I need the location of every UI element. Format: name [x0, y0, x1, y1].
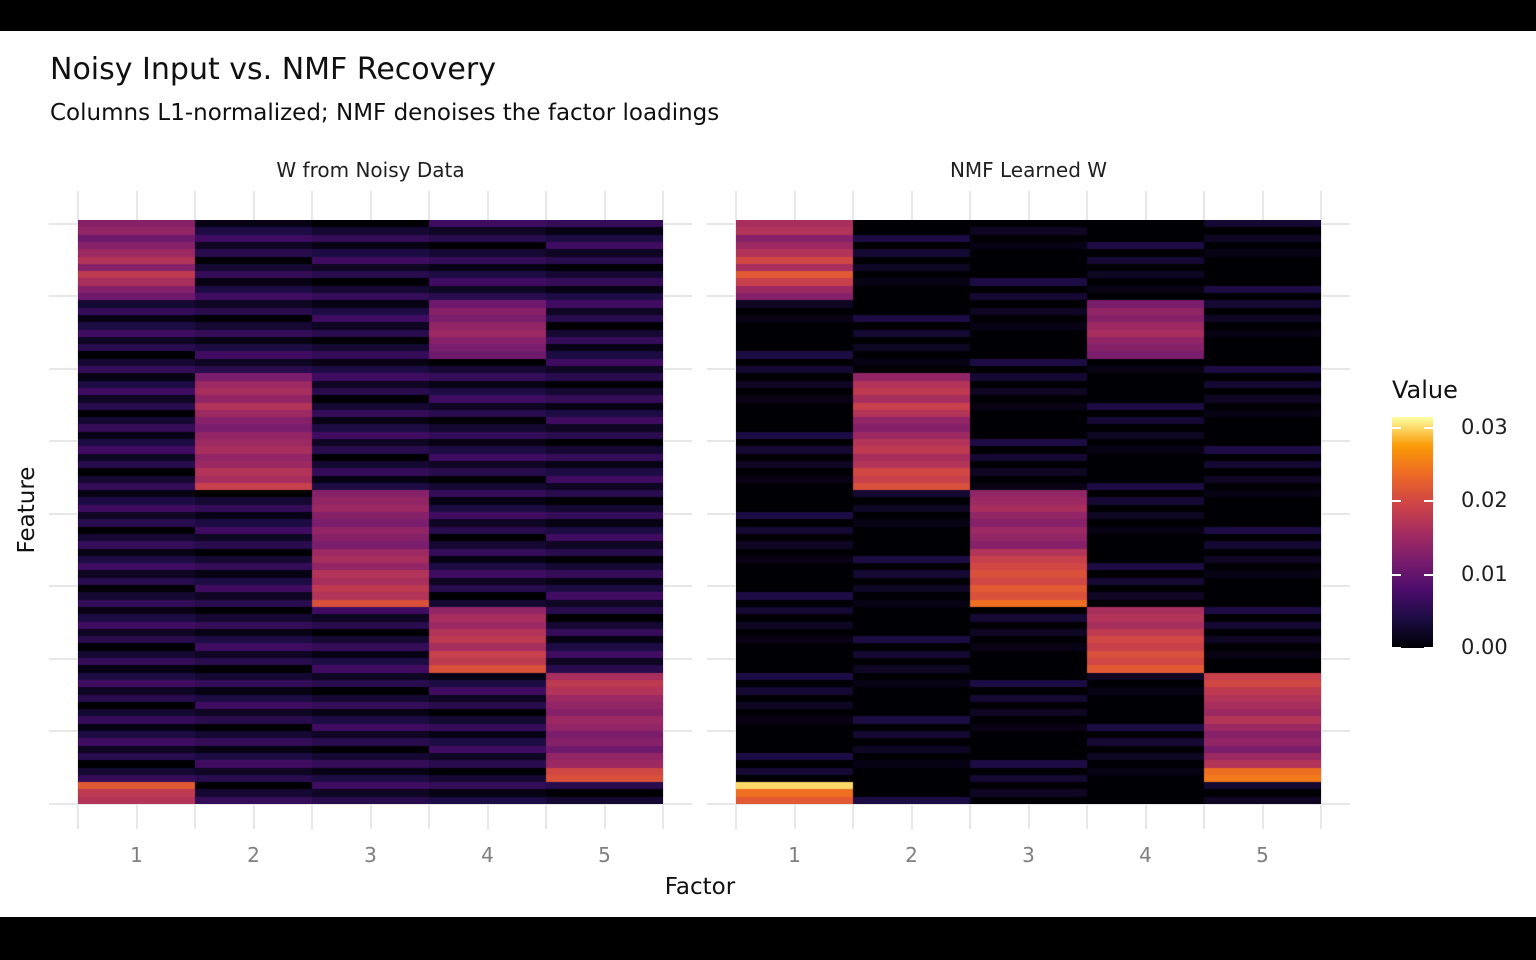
x-tick-label: 1 — [788, 843, 801, 867]
legend-tick-label: 0.03 — [1461, 415, 1508, 439]
heatmap-panel-noisy — [48, 190, 693, 830]
x-tick-label: 2 — [905, 843, 918, 867]
chart-title: Noisy Input vs. NMF Recovery — [50, 52, 496, 87]
legend-tick-mark — [1392, 573, 1401, 576]
legend-tick-mark — [1424, 647, 1433, 649]
x-tick-label: 4 — [1139, 843, 1152, 867]
x-gridline — [662, 190, 664, 830]
x-tick-label: 5 — [598, 843, 611, 867]
legend-title: Value — [1392, 376, 1458, 404]
panel-title-noisy: W from Noisy Data — [276, 158, 465, 182]
legend-tick-mark — [1424, 500, 1433, 503]
x-tick-label: 4 — [481, 843, 494, 867]
panel-title-nmf: NMF Learned W — [949, 158, 1108, 182]
chart-subtitle: Columns L1-normalized; NMF denoises the … — [50, 100, 720, 126]
legend-tick-mark — [1392, 500, 1401, 503]
heatmap-panel-nmf — [706, 190, 1351, 830]
heatmap-nmf-canvas — [736, 220, 1321, 804]
x-axis-title: Factor — [664, 874, 736, 900]
legend-tick-label: 0.01 — [1461, 561, 1508, 586]
legend-tick-mark — [1424, 427, 1433, 429]
heatmap-noisy-canvas — [78, 220, 663, 804]
top-letterbox-bar — [0, 0, 1536, 31]
legend-tick-label: 0.02 — [1461, 488, 1508, 513]
legend-tick-label: 0.00 — [1461, 635, 1508, 659]
x-tick-label: 5 — [1256, 843, 1269, 867]
x-gridline — [1320, 190, 1322, 830]
bottom-letterbox-bar — [0, 917, 1536, 960]
legend-colorbar — [1392, 417, 1433, 648]
legend-tick-mark — [1392, 647, 1401, 649]
x-tick-label: 2 — [247, 843, 260, 867]
y-axis-title: Feature — [14, 466, 40, 554]
x-tick-label: 3 — [1022, 843, 1035, 867]
legend-tick-mark — [1424, 573, 1433, 576]
x-tick-label: 3 — [364, 843, 377, 867]
legend-tick-mark — [1392, 427, 1401, 429]
x-tick-label: 1 — [130, 843, 143, 867]
